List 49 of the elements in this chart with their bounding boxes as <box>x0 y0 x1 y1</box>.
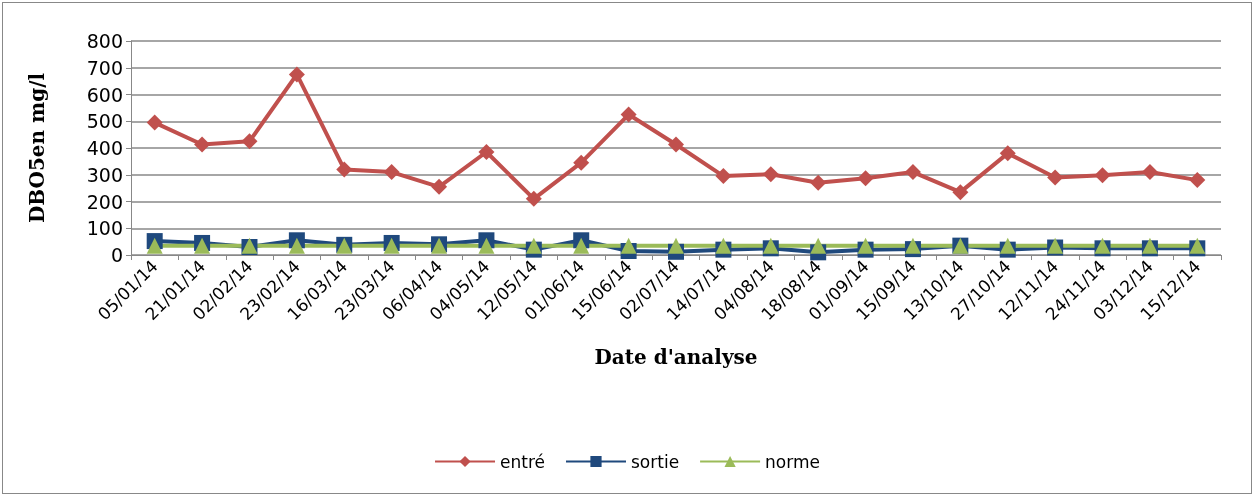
legend-label: norme <box>765 451 820 472</box>
point <box>857 170 874 187</box>
point <box>810 237 827 254</box>
point <box>288 66 305 83</box>
y-tick-label: 800 <box>86 30 123 52</box>
point <box>146 237 163 254</box>
point <box>620 106 637 123</box>
point <box>431 178 448 195</box>
point <box>904 164 921 181</box>
point <box>1141 164 1158 181</box>
point <box>999 145 1016 162</box>
point <box>573 237 590 254</box>
y-tick-label: 300 <box>86 163 123 186</box>
point <box>1189 172 1206 189</box>
point <box>904 237 921 254</box>
point <box>1094 167 1111 184</box>
y-tick-label: 0 <box>110 244 123 266</box>
y-tick-label: 700 <box>86 56 123 79</box>
point <box>573 154 590 171</box>
point <box>999 237 1016 254</box>
point <box>1047 169 1064 186</box>
point <box>620 237 637 254</box>
y-tick-label: 100 <box>86 217 123 240</box>
point <box>857 237 874 254</box>
point <box>146 114 163 131</box>
point <box>383 164 400 181</box>
legend-label: entré <box>500 451 546 472</box>
point <box>952 184 969 201</box>
point <box>668 136 684 153</box>
point <box>810 174 827 191</box>
y-tick-label: 200 <box>86 190 123 213</box>
x-axis-title: Date d'analyse <box>594 345 758 369</box>
point <box>478 144 495 161</box>
legend-label: sortie <box>631 451 680 472</box>
point <box>288 237 305 254</box>
point <box>336 161 353 178</box>
point <box>241 133 258 150</box>
point <box>478 237 495 254</box>
point <box>194 136 211 153</box>
point <box>762 166 779 183</box>
point <box>668 237 684 254</box>
point <box>715 168 732 185</box>
point <box>525 237 542 254</box>
y-tick-label: 500 <box>86 110 123 133</box>
y-axis-title: DBO5en mg/l <box>25 72 49 224</box>
y-tick-label: 400 <box>86 137 123 159</box>
point <box>715 237 732 254</box>
point <box>525 190 542 207</box>
y-tick-label: 600 <box>86 83 123 106</box>
